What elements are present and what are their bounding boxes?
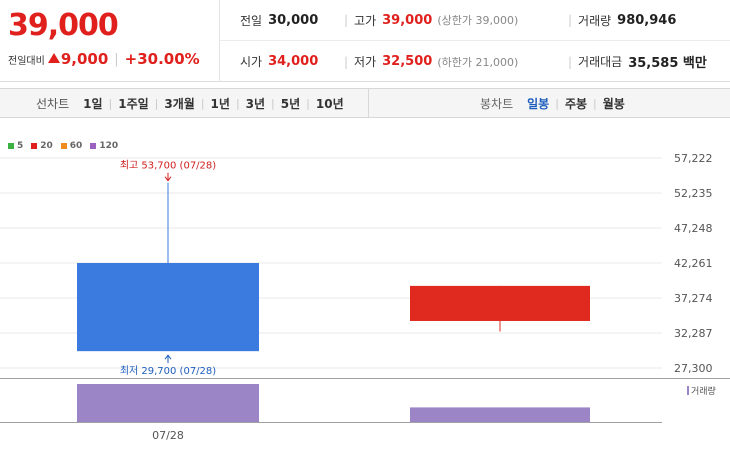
y-tick-label: 52,235 — [674, 187, 713, 200]
volume-label: 거래량 — [578, 13, 612, 28]
period-divider: | — [306, 96, 310, 110]
change-row: 전일대비 9,000 | +30.00% — [8, 50, 200, 68]
amount-value: 35,585 백만 — [628, 56, 707, 71]
prev-close-label: 전일 — [240, 13, 263, 28]
legend-item-ma60: 60 — [60, 141, 83, 151]
up-arrow-icon — [47, 53, 60, 63]
change-divider: | — [114, 51, 119, 67]
legend-label: 20 — [40, 141, 53, 151]
period-1d[interactable]: 1일 — [83, 96, 103, 111]
amount-cell: | 거래대금 35,585 백만 — [568, 52, 707, 72]
y-tick-label: 47,248 — [674, 222, 713, 235]
lower-limit: (하한가 21,000) — [437, 55, 519, 69]
legend-item-ma5: 5 — [8, 141, 23, 151]
amount-label: 거래대금 — [578, 55, 623, 69]
price-box: 39,000 전일대비 9,000 | +30.00% — [0, 0, 220, 82]
legend-label: 120 — [99, 141, 119, 151]
legend-item-ma20: 20 — [31, 141, 53, 151]
candle-body — [77, 263, 259, 352]
candle-chart-periods: 봉차트 일봉 | 주봉 | 월봉 — [480, 89, 625, 117]
candle-monthly[interactable]: 월봉 — [602, 96, 625, 111]
period-bar: 선차트 1일 | 1주일 | 3개월 | 1년 | 3년 | 5년 | 10년 … — [0, 88, 730, 118]
open-label: 시가 — [240, 55, 263, 69]
legend-swatch — [8, 143, 14, 149]
candle-chart-title: 봉차트 — [480, 96, 514, 111]
period-3m[interactable]: 3개월 — [164, 96, 195, 111]
line-chart-title: 선차트 — [36, 96, 70, 111]
volume-bar — [410, 407, 590, 422]
period-bar-separator — [368, 89, 369, 117]
open-value: 34,000 — [268, 54, 319, 69]
quote-info-grid: 전일 30,000 | 고가 39,000 (상한가 39,000) | 거래량… — [220, 0, 730, 82]
change-amount: 9,000 — [60, 50, 109, 68]
cell-divider: | — [344, 54, 349, 69]
low-annotation: 최저 29,700 (07/28) — [120, 365, 216, 377]
change-percent: +30.00% — [124, 50, 200, 68]
period-3y[interactable]: 3년 — [245, 96, 266, 111]
candle-body — [410, 285, 590, 321]
candle-daily[interactable]: 일봉 — [527, 96, 550, 111]
quote-row-1: 전일 30,000 | 고가 39,000 (상한가 39,000) | 거래량… — [220, 0, 730, 41]
low-cell: | 저가 32,500 (하한가 21,000) — [344, 53, 518, 70]
volume-cell: | 거래량 980,946 — [568, 12, 676, 29]
legend-swatch — [60, 143, 67, 149]
legend-swatch — [31, 143, 38, 149]
x-tick-label: 07/28 — [152, 429, 184, 442]
volume-legend-swatch — [687, 386, 689, 395]
prev-close-value: 30,000 — [268, 12, 319, 28]
volume-bar — [77, 384, 259, 422]
upper-limit: (상한가 39,000) — [437, 14, 519, 27]
open-cell: 시가 34,000 — [240, 53, 318, 70]
low-label: 저가 — [354, 55, 377, 69]
current-price: 39,000 — [8, 8, 119, 43]
period-divider: | — [593, 96, 597, 110]
y-tick-label: 27,300 — [674, 362, 713, 375]
high-cell: | 고가 39,000 (상한가 39,000) — [344, 12, 518, 29]
period-divider: | — [200, 96, 205, 110]
period-5y[interactable]: 5년 — [280, 96, 301, 111]
candle-weekly[interactable]: 주봉 — [564, 96, 588, 111]
period-divider: | — [271, 96, 275, 110]
quote-panel: 39,000 전일대비 9,000 | +30.00% 전일 30,000 | … — [0, 0, 730, 82]
cell-divider: | — [344, 13, 349, 27]
period-divider: | — [235, 96, 240, 110]
cell-divider: | — [568, 13, 573, 27]
period-10y[interactable]: 10년 — [315, 96, 344, 111]
high-annotation: 최고 53,700 (07/28) — [120, 160, 216, 172]
period-divider: | — [555, 96, 559, 110]
period-1y[interactable]: 1년 — [210, 96, 230, 111]
change-label: 전일대비 — [8, 55, 45, 67]
period-1w[interactable]: 1주일 — [118, 96, 149, 111]
legend-swatch — [90, 143, 97, 149]
y-tick-label: 32,287 — [674, 327, 713, 340]
arrow-down-icon — [164, 172, 172, 182]
prev-close-cell: 전일 30,000 — [240, 12, 318, 29]
high-label: 고가 — [354, 13, 377, 28]
legend-label: 60 — [69, 141, 83, 151]
line-chart-periods: 선차트 1일 | 1주일 | 3개월 | 1년 | 3년 | 5년 | 10년 — [36, 89, 344, 117]
arrow-up-icon — [164, 354, 172, 364]
period-divider: | — [108, 96, 113, 110]
volume-legend-label: 거래량 — [691, 385, 716, 397]
volume-value: 980,946 — [617, 12, 677, 28]
quote-row-2: 시가 34,000 | 저가 32,500 (하한가 21,000) | 거래대… — [220, 41, 730, 82]
legend-item-ma120: 120 — [90, 141, 118, 151]
y-tick-label: 37,274 — [674, 292, 713, 305]
y-tick-label: 42,261 — [674, 257, 713, 270]
cell-divider: | — [568, 54, 573, 69]
low-value: 32,500 — [382, 54, 433, 69]
period-divider: | — [154, 96, 159, 110]
high-value: 39,000 — [382, 12, 433, 28]
legend-label: 5 — [17, 141, 24, 151]
ma-legend: 5 20 60 120 — [8, 141, 126, 151]
y-tick-label: 57,222 — [674, 152, 713, 165]
